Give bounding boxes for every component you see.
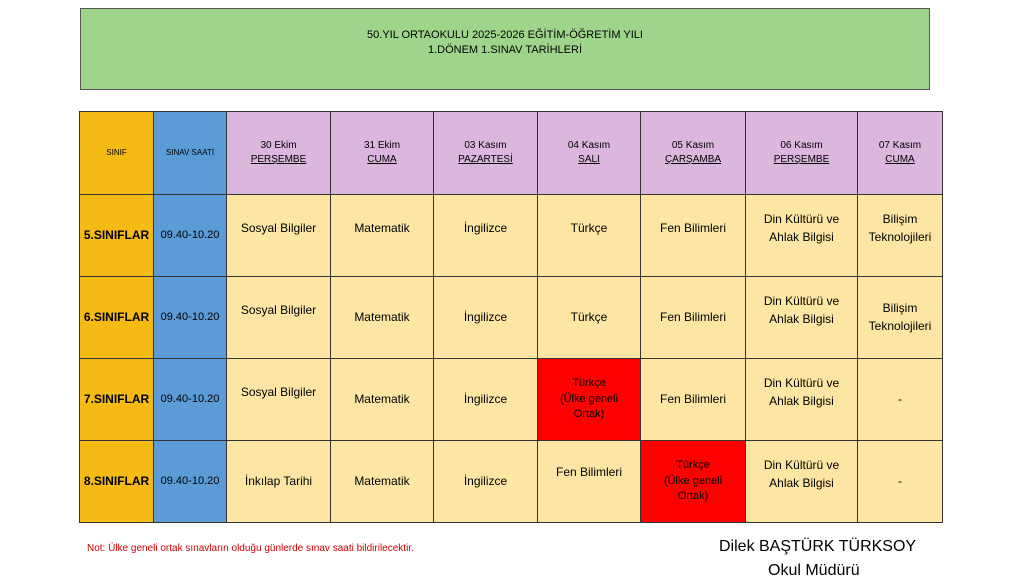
subject-cell: İngilizce bbox=[433, 276, 538, 359]
day-name: PAZARTESİ bbox=[458, 154, 513, 165]
signatory-title: Okul Müdürü bbox=[768, 562, 860, 579]
exam-time: 09.40-10.20 bbox=[153, 194, 227, 277]
exam-time: 09.40-10.20 bbox=[153, 440, 227, 523]
column-header-saat: SINAV SAATİ bbox=[153, 111, 227, 195]
class-label: 5.SINIFLAR bbox=[79, 194, 154, 277]
column-header-day: 07 Kasım CUMA bbox=[857, 111, 943, 195]
subject-cell: Fen Bilimleri bbox=[640, 194, 746, 277]
day-date: 07 Kasım bbox=[878, 139, 922, 151]
table-row: 8.SINIFLAR 09.40-10.20 İnkılap Tarihi Ma… bbox=[79, 440, 943, 523]
subject-cell: - bbox=[857, 358, 943, 441]
table-row: 5.SINIFLAR 09.40-10.20 Sosyal Bilgiler M… bbox=[79, 194, 943, 277]
day-name: PERŞEMBE bbox=[773, 154, 830, 165]
subject-cell: Sosyal Bilgiler bbox=[226, 358, 331, 441]
column-header-day: 04 Kasım SALI bbox=[537, 111, 641, 195]
subject-cell: Matematik bbox=[330, 194, 434, 277]
subject-cell: Matematik bbox=[330, 358, 434, 441]
subject-cell: Din Kültürü ve Ahlak Bilgisi bbox=[745, 358, 858, 441]
subject-cell: Din Kültürü ve Ahlak Bilgisi bbox=[745, 440, 858, 523]
title-banner: 50.YIL ORTAOKULU 2025-2026 EĞİTİM-ÖĞRETİ… bbox=[80, 8, 930, 90]
subject-cell: Türkçe bbox=[537, 276, 641, 359]
table-row: 7.SINIFLAR 09.40-10.20 Sosyal Bilgiler M… bbox=[79, 358, 943, 441]
exam-time: 09.40-10.20 bbox=[153, 358, 227, 441]
day-date: 04 Kasım bbox=[567, 139, 611, 151]
class-label: 8.SINIFLAR bbox=[79, 440, 154, 523]
day-name: ÇARŞAMBA bbox=[664, 154, 722, 165]
column-header-day: 03 Kasım PAZARTESİ bbox=[433, 111, 538, 195]
column-header-day: 30 Ekim PERŞEMBE bbox=[226, 111, 331, 195]
signatory-name: Dilek BAŞTÜRK TÜRKSOY bbox=[719, 538, 917, 555]
subject-cell: İngilizce bbox=[433, 194, 538, 277]
table-row: 6.SINIFLAR 09.40-10.20 Sosyal Bilgiler M… bbox=[79, 276, 943, 359]
header-row: SINIF SINAV SAATİ 30 Ekim PERŞEMBE 31 Eki… bbox=[79, 111, 943, 195]
subject-cell: Din Kültürü ve Ahlak Bilgisi bbox=[745, 276, 858, 359]
subject-cell: Fen Bilimleri bbox=[537, 440, 641, 523]
subject-cell: Sosyal Bilgiler bbox=[226, 194, 331, 277]
subject-cell: - bbox=[857, 440, 943, 523]
subject-cell: Fen Bilimleri bbox=[640, 358, 746, 441]
day-date: 31 Ekim bbox=[363, 139, 401, 151]
day-date: 06 Kasım bbox=[780, 139, 823, 151]
subject-cell: İngilizce bbox=[433, 440, 538, 523]
subject-cell: Türkçe bbox=[537, 194, 641, 277]
school-title: 50.YIL ORTAOKULU 2025-2026 EĞİTİM-ÖĞRETİ… bbox=[367, 29, 643, 41]
subject-cell: Bilişim Teknolojileri bbox=[857, 194, 943, 277]
day-date: 30 Ekim bbox=[260, 139, 297, 151]
subject-cell: Sosyal Bilgiler bbox=[226, 276, 331, 359]
day-name: CUMA bbox=[885, 154, 915, 165]
subject-cell: Din Kültürü ve Ahlak Bilgisi bbox=[745, 194, 858, 277]
subject-cell: Matematik bbox=[330, 440, 434, 523]
exam-time: 09.40-10.20 bbox=[153, 276, 227, 359]
day-date: 05 Kasım bbox=[671, 139, 715, 151]
class-label: 7.SINIFLAR bbox=[79, 358, 154, 441]
subject-cell: Bilişim Teknolojileri bbox=[857, 276, 943, 359]
column-header-day: 31 Ekim CUMA bbox=[330, 111, 434, 195]
subject-cell: İngilizce bbox=[433, 358, 538, 441]
column-header-sinif: SINIF bbox=[79, 111, 154, 195]
day-date: 03 Kasım bbox=[464, 139, 507, 151]
day-name: PERŞEMBE bbox=[250, 154, 307, 165]
exam-title: 1.DÖNEM 1.SINAV TARİHLERİ bbox=[427, 44, 583, 56]
highlighted-subject-cell: Türkçe (Ülke geneli Ortak) bbox=[537, 358, 641, 441]
subject-cell: Matematik bbox=[330, 276, 434, 359]
exam-schedule-table: SINIF SINAV SAATİ 30 Ekim PERŞEMBE 31 Eki… bbox=[79, 111, 943, 523]
column-header-day: 05 Kasım ÇARŞAMBA bbox=[640, 111, 746, 195]
day-name: SALI bbox=[578, 154, 600, 165]
subject-cell: İnkılap Tarihi bbox=[226, 440, 331, 523]
day-name: CUMA bbox=[367, 154, 397, 165]
class-label: 6.SINIFLAR bbox=[79, 276, 154, 359]
highlighted-subject-cell: Türkçe (Ülke geneli Ortak) bbox=[640, 440, 746, 523]
footnote: Not: Ülke geneli ortak sınavların olduğu… bbox=[87, 543, 414, 554]
subject-cell: Fen Bilimleri bbox=[640, 276, 746, 359]
column-header-day: 06 Kasım PERŞEMBE bbox=[745, 111, 858, 195]
